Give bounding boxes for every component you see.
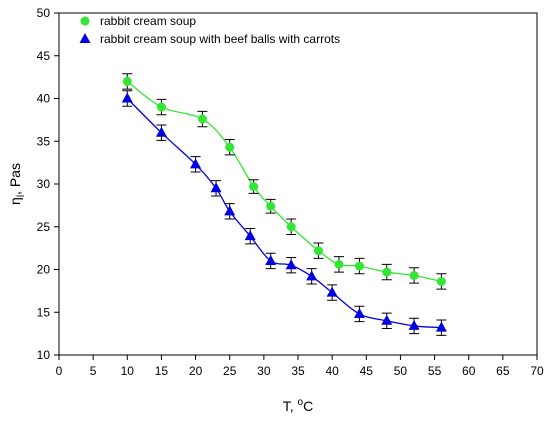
y-tick-label: 20 xyxy=(37,263,51,277)
point xyxy=(266,201,276,211)
x-label-rest: C xyxy=(303,398,313,414)
x-tick-label: 45 xyxy=(360,364,374,378)
point xyxy=(249,182,259,192)
point xyxy=(353,307,365,318)
legend-marker xyxy=(80,16,90,26)
y-tick-label: 45 xyxy=(37,49,51,63)
y-label-rest: , Pas xyxy=(7,163,23,195)
x-tick-label: 70 xyxy=(530,364,544,378)
point xyxy=(436,276,446,286)
point xyxy=(121,92,133,103)
point xyxy=(409,270,419,280)
fit-line xyxy=(126,98,442,329)
x-tick-label: 50 xyxy=(394,364,408,378)
point xyxy=(155,126,167,137)
x-axis-label: T, oC xyxy=(283,397,313,414)
point xyxy=(354,261,364,271)
x-tick-label: 30 xyxy=(257,364,271,378)
x-label-main: T, xyxy=(283,398,298,414)
y-label-main: η xyxy=(7,197,23,205)
y-tick-label: 40 xyxy=(37,92,51,106)
y-tick-label: 10 xyxy=(37,348,51,362)
legend-marker xyxy=(79,33,91,43)
point xyxy=(313,246,323,256)
point xyxy=(156,102,166,112)
x-tick-label: 10 xyxy=(121,364,135,378)
point xyxy=(210,182,222,193)
point xyxy=(382,267,392,277)
x-tick-label: 40 xyxy=(325,364,339,378)
x-tick-label: 20 xyxy=(189,364,203,378)
y-label-sub: l xyxy=(16,195,27,197)
point xyxy=(326,286,338,297)
point xyxy=(265,254,277,265)
point xyxy=(197,114,207,124)
y-axis-label: ηl, Pas xyxy=(7,163,27,205)
point xyxy=(286,222,296,232)
y-tick-label: 35 xyxy=(37,134,51,148)
point xyxy=(225,142,235,152)
x-label-sup: o xyxy=(298,397,304,408)
fit-line xyxy=(126,80,442,283)
point xyxy=(190,158,202,169)
legend-label: rabbit cream soup xyxy=(100,14,196,28)
point xyxy=(306,270,318,281)
x-tick-label: 25 xyxy=(223,364,237,378)
x-tick-label: 35 xyxy=(291,364,305,378)
point xyxy=(285,259,297,270)
y-tick-label: 25 xyxy=(37,220,51,234)
point xyxy=(381,314,393,325)
point xyxy=(334,259,344,269)
x-tick-label: 60 xyxy=(462,364,476,378)
point xyxy=(122,76,132,86)
point xyxy=(408,319,420,330)
y-tick-label: 15 xyxy=(37,305,51,319)
x-tick-label: 55 xyxy=(428,364,442,378)
x-tick-label: 0 xyxy=(56,364,63,378)
x-tick-label: 5 xyxy=(90,364,97,378)
plot-frame xyxy=(58,12,538,356)
y-tick-label: 50 xyxy=(37,6,51,20)
legend-label: rabbit cream soup with beef balls with c… xyxy=(100,32,340,46)
x-tick-label: 65 xyxy=(496,364,510,378)
point xyxy=(224,205,236,216)
point xyxy=(244,230,256,241)
x-tick-label: 15 xyxy=(155,364,169,378)
point xyxy=(435,321,447,332)
y-tick-label: 30 xyxy=(37,177,51,191)
